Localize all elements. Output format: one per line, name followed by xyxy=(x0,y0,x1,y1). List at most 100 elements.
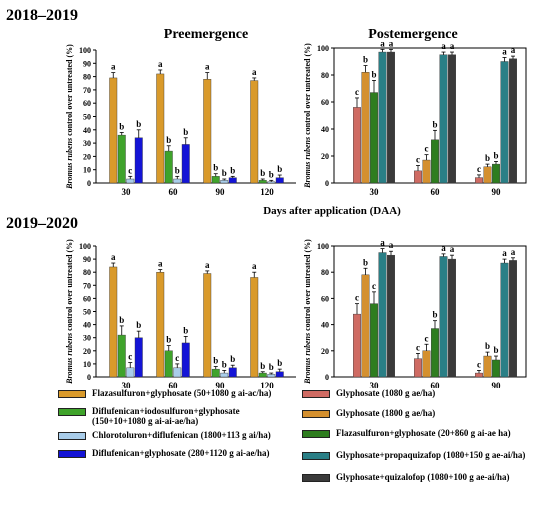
significance-letter: c xyxy=(416,154,420,164)
significance-letter: c xyxy=(372,281,376,291)
significance-letter: b xyxy=(175,165,180,175)
significance-letter: a xyxy=(380,238,385,248)
y-axis-label-species: Bromus rubens xyxy=(303,137,312,189)
bar xyxy=(203,79,212,184)
y-tick-label: 80 xyxy=(321,268,329,277)
bar xyxy=(203,273,212,378)
x-tick-label: 120 xyxy=(260,187,274,197)
significance-letter: b xyxy=(269,169,274,179)
significance-letter: a xyxy=(380,38,385,48)
bar xyxy=(109,77,118,184)
y-axis-label-species: Bromus rubens xyxy=(303,333,312,385)
legend-swatch xyxy=(58,450,86,458)
significance-letter: b xyxy=(269,362,274,372)
x-tick-label: 60 xyxy=(169,381,179,388)
significance-letter: a xyxy=(450,41,455,51)
bar xyxy=(414,358,422,378)
bar xyxy=(439,256,448,378)
bar xyxy=(164,150,173,184)
significance-letter: c xyxy=(416,342,420,352)
bar xyxy=(109,266,118,378)
significance-letter: a xyxy=(111,62,116,72)
x-tick-label: 60 xyxy=(169,187,179,197)
significance-letter: c xyxy=(477,164,481,174)
legend-item: Flazasulfuron+glyphosate (50+1080 g ai-a… xyxy=(58,388,271,398)
significance-letter: b xyxy=(277,358,282,368)
bar xyxy=(414,170,422,184)
y-tick-label: 100 xyxy=(79,46,91,55)
bar xyxy=(250,80,259,184)
significance-letter: c xyxy=(425,333,429,343)
significance-letter: a xyxy=(205,260,210,270)
y-tick-label: 70 xyxy=(83,281,91,290)
bar xyxy=(134,137,143,184)
significance-letter: b xyxy=(493,150,498,160)
x-tick-label: 90 xyxy=(492,187,502,197)
bar xyxy=(353,107,361,184)
x-tick-label: 60 xyxy=(431,381,441,388)
y-tick-label: 40 xyxy=(321,321,329,330)
y-tick-label: 0 xyxy=(87,373,91,382)
significance-letter: a xyxy=(205,62,210,72)
figure-canvas: 2018–2019 Preemergence Postemergence Day… xyxy=(6,7,527,388)
y-tick-label: 50 xyxy=(83,113,91,122)
bar xyxy=(275,371,284,378)
significance-letter: b xyxy=(183,325,188,335)
legend-item: Glyphosate (1800 g ae/ha) xyxy=(302,408,435,418)
legend-swatch xyxy=(302,474,330,482)
significance-letter: a xyxy=(511,247,516,257)
bar xyxy=(448,54,456,184)
y-axis-label-text: control over untreated (%) xyxy=(303,43,312,137)
bar xyxy=(431,139,439,184)
bar xyxy=(126,178,135,184)
y-tick-label: 0 xyxy=(87,179,91,188)
bar xyxy=(422,350,431,378)
bar xyxy=(220,180,229,184)
significance-letter: c xyxy=(128,352,132,362)
bar xyxy=(439,54,448,184)
bar xyxy=(483,166,492,184)
bar xyxy=(267,181,276,184)
significance-letter: b xyxy=(119,121,124,131)
y-tick-label: 40 xyxy=(83,126,91,135)
x-tick-label: 30 xyxy=(122,381,132,388)
x-tick-label: 30 xyxy=(122,187,132,197)
y-tick-label: 20 xyxy=(83,347,91,356)
significance-letter: a xyxy=(252,261,257,271)
panel-title-preemergence: Preemergence xyxy=(164,27,248,42)
legend-item: Flazasulfuron+glyphosate (20+860 g ai-ae… xyxy=(302,428,511,438)
bar xyxy=(378,51,387,184)
x-axis-label-top: Days after application (DAA) xyxy=(263,205,401,217)
y-axis-label: Bromus rubens control over untreated (%) xyxy=(303,239,312,385)
y-axis-label-text: control over untreated (%) xyxy=(303,239,312,333)
x-tick-label: 60 xyxy=(431,187,441,197)
y-tick-label: 20 xyxy=(321,152,329,161)
legend-item: Glyphosate+quizalofop (1080+100 g ae-ai/… xyxy=(302,472,510,482)
significance-letter: a xyxy=(389,38,394,48)
bar xyxy=(164,350,173,378)
significance-letter: b xyxy=(213,356,218,366)
significance-letter: b xyxy=(136,320,141,330)
legend-swatch xyxy=(302,390,330,398)
legend-swatch xyxy=(58,432,86,440)
significance-letter: c xyxy=(128,165,132,175)
chart-top-left: 0 10 20 30 40 50 60 70 80 90 100 Bromus rubens cont… xyxy=(65,44,296,197)
bar xyxy=(422,159,431,184)
bar xyxy=(353,313,361,378)
bar xyxy=(228,177,237,184)
significance-letter: b xyxy=(136,119,141,129)
bar xyxy=(250,277,259,378)
year-label-top: 2018–2019 xyxy=(6,7,78,24)
bar xyxy=(117,334,126,378)
significance-letter: a xyxy=(158,259,163,269)
y-tick-label: 0 xyxy=(325,179,329,188)
significance-letter: b xyxy=(166,335,171,345)
legend-item: Chlorotoluron+diflufenican (1800+113 g a… xyxy=(58,430,271,440)
bar xyxy=(267,374,276,378)
legend-label: Glyphosate (1800 g ae/ha) xyxy=(336,408,436,418)
bar xyxy=(258,372,267,378)
bar xyxy=(483,355,492,378)
significance-letter: b xyxy=(166,135,171,145)
legend-swatch xyxy=(302,410,330,418)
